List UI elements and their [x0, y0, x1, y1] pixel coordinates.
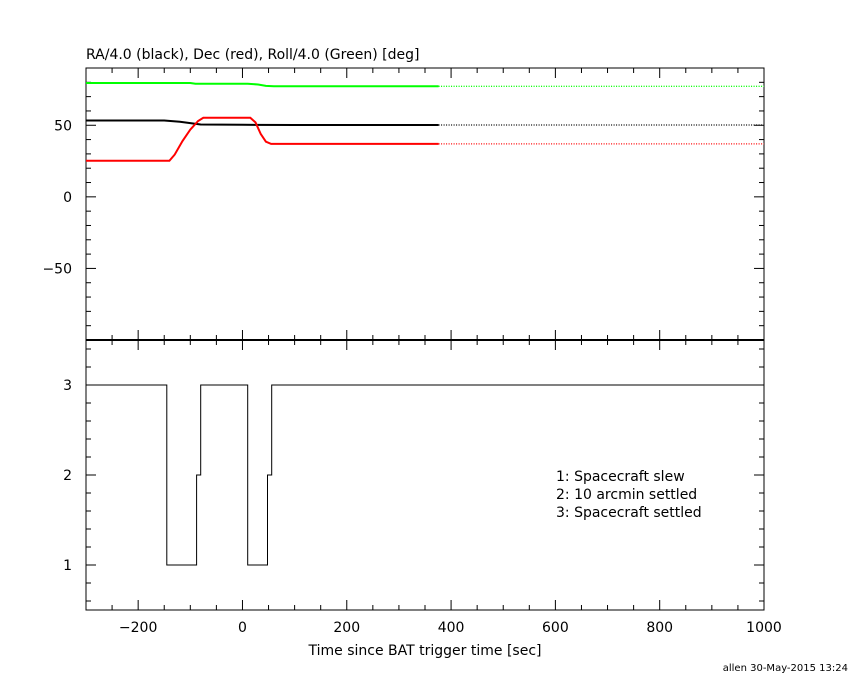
bottom-panel: 1 2 3 −200 0 200 400 600 800 1000: [63, 339, 782, 636]
bottom-x-tick-label: 0: [238, 620, 247, 636]
top-series-roll-4-0-line: [86, 82, 439, 88]
top-panel-ticks: [85, 67, 765, 341]
top-series-ra-4-0-line: [86, 119, 439, 126]
bottom-series-status-line: [86, 384, 764, 566]
top-panel-frame: [85, 67, 765, 341]
bottom-x-tick-label: 800: [646, 620, 673, 636]
bottom-panel-y-tick-labels: 1 2 3: [63, 378, 72, 574]
bottom-panel-series: [86, 384, 764, 566]
legend-entry-slew: 1: Spacecraft slew: [556, 469, 685, 485]
legend-entry-settled: 3: Spacecraft settled: [556, 505, 702, 521]
top-y-tick-label: 0: [63, 190, 72, 206]
top-panel: −50 0 50: [42, 67, 765, 341]
status-legend: 1: Spacecraft slew 2: 10 arcmin settled …: [556, 469, 702, 521]
bottom-y-tick-label: 3: [63, 378, 72, 394]
top-panel-series: [86, 82, 764, 162]
top-panel-title: RA/4.0 (black), Dec (red), Roll/4.0 (Gre…: [86, 47, 419, 63]
bottom-x-tick-label: −200: [119, 620, 157, 636]
x-axis-label: Time since BAT trigger time [sec]: [308, 643, 542, 659]
bottom-panel-x-tick-labels: −200 0 200 400 600 800 1000: [119, 620, 782, 636]
bottom-x-tick-label: 200: [333, 620, 360, 636]
bottom-x-tick-label: 400: [438, 620, 465, 636]
top-y-tick-label: 50: [54, 118, 72, 134]
bottom-y-tick-label: 2: [63, 468, 72, 484]
legend-entry-10arcmin: 2: 10 arcmin settled: [556, 487, 697, 503]
bottom-y-tick-label: 1: [63, 558, 72, 574]
top-series-dec-line: [86, 116, 439, 162]
bottom-x-tick-label: 600: [542, 620, 569, 636]
footer-stamp: allen 30-May-2015 13:24: [723, 663, 848, 674]
bottom-x-tick-label: 1000: [746, 620, 782, 636]
top-y-tick-label: −50: [42, 261, 72, 277]
top-panel-y-tick-labels: −50 0 50: [42, 118, 72, 277]
